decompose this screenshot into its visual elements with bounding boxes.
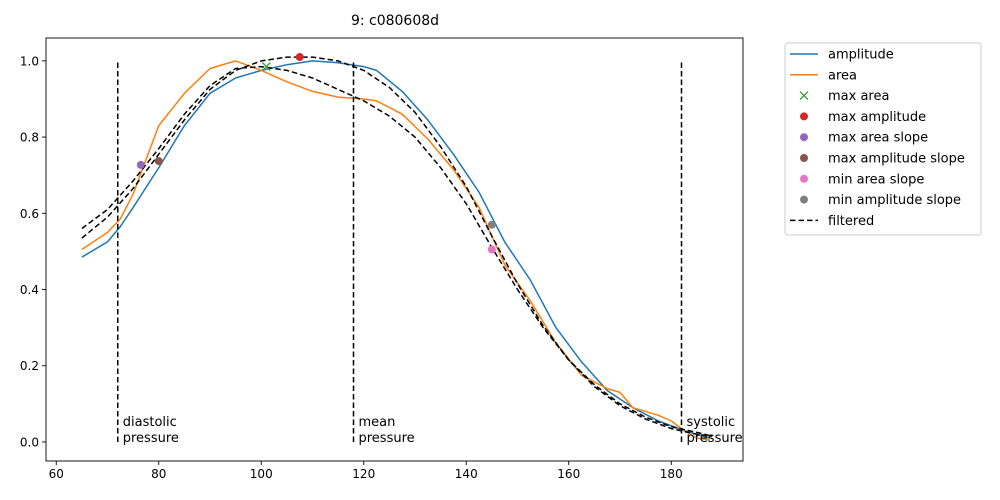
marker-max-area <box>261 62 271 72</box>
marker-max-amplitude-slope <box>154 157 163 166</box>
legend-entry-min-amplitude-slope: min amplitude slope <box>800 193 961 208</box>
legend-entry-area-label: area <box>828 68 857 83</box>
legend-entry-min-area-slope: min area slope <box>800 172 924 187</box>
legend-entry-max-area-slope: max area slope <box>800 131 928 146</box>
vline-label-line1: diastolic <box>123 415 177 430</box>
vline-label-line1: systolic <box>687 415 736 430</box>
legend-entry-max-area: max area <box>799 89 889 104</box>
series-line-area-1 <box>81 60 710 441</box>
x-tick-label: 100 <box>250 467 273 481</box>
legend-entry-max-amplitude-slope: max amplitude slope <box>800 152 965 167</box>
series-line-amplitude-0 <box>81 60 710 439</box>
legend-entry-filtered-label: filtered <box>828 214 874 229</box>
legend-entry-max-amplitude-swatch <box>800 112 808 121</box>
chart-title: 9: c080608d <box>351 13 439 29</box>
series-line-filtered-2 <box>81 56 713 437</box>
x-tick-label: 80 <box>151 467 166 481</box>
legend-entry-amplitude-label: amplitude <box>828 48 894 63</box>
y-tick-label: 0.8 <box>20 131 39 145</box>
marker-min-area-slope <box>487 245 496 254</box>
vline-label-line2: pressure <box>359 431 415 446</box>
x-tick-label: 140 <box>455 467 478 481</box>
vline-label-line2: pressure <box>687 431 743 446</box>
legend-entry-filtered: filtered <box>790 214 874 229</box>
legend-entry-max-area-label: max area <box>828 89 889 104</box>
marker-max-area-slope <box>136 160 145 169</box>
marker-min-amplitude-slope <box>487 220 496 229</box>
markers <box>136 53 496 254</box>
series-line-filtered-3 <box>81 65 713 437</box>
vline-label-line1: mean <box>359 415 396 430</box>
legend-entry-max-amplitude-slope-swatch <box>800 154 808 162</box>
reference-lines: diastolicpressuremeanpressuresystolicpre… <box>117 60 743 446</box>
legend-entry-max-amplitude-label: max amplitude <box>828 110 926 125</box>
legend-entry-min-area-slope-label: min area slope <box>828 172 924 187</box>
x-tick-label: 120 <box>352 467 375 481</box>
legend-entry-min-area-slope-swatch <box>800 174 808 183</box>
x-tick-label: 180 <box>660 467 683 481</box>
y-tick-label: 0.0 <box>20 435 39 449</box>
legend-entry-min-amplitude-slope-label: min amplitude slope <box>828 193 961 208</box>
plot-frame <box>45 37 744 462</box>
marker-max-amplitude <box>295 53 304 62</box>
legend-entry-max-area-slope-label: max area slope <box>828 131 928 146</box>
x-axis: 60 80 100 120 140 160 180 <box>49 461 683 481</box>
y-tick-label: 0.4 <box>20 283 39 297</box>
plot-area <box>81 56 713 441</box>
legend-entry-max-amplitude-slope-label: max amplitude slope <box>828 152 965 167</box>
y-tick-label: 1.0 <box>20 54 39 68</box>
legend: amplitude area max area max amplitude max ar… <box>784 42 982 236</box>
legend-entry-max-area-slope-swatch <box>800 133 808 142</box>
y-tick-label: 0.2 <box>20 359 39 373</box>
legend-entry-area: area <box>790 68 857 83</box>
x-tick-label: 160 <box>557 467 580 481</box>
legend-entry-min-amplitude-slope-swatch <box>800 195 808 204</box>
legend-entry-max-area-swatch-b <box>799 91 809 101</box>
legend-frame <box>784 42 982 236</box>
legend-entry-max-amplitude: max amplitude <box>800 110 926 125</box>
marker-max-area-stroke-b <box>261 62 271 72</box>
y-axis: 0.0 0.2 0.4 0.6 0.8 1.0 <box>20 54 46 449</box>
y-tick-label: 0.6 <box>20 207 39 221</box>
vline-label-line2: pressure <box>123 431 179 446</box>
legend-entry-amplitude: amplitude <box>790 48 894 63</box>
x-tick-label: 60 <box>49 467 64 481</box>
